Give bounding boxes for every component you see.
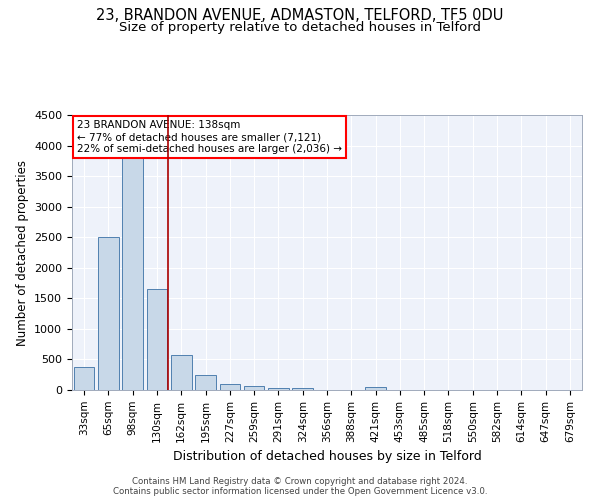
Bar bbox=[365, 386, 386, 390]
Bar bbox=[244, 386, 265, 390]
Y-axis label: Number of detached properties: Number of detached properties bbox=[16, 160, 29, 346]
Bar bbox=[220, 384, 240, 390]
Bar bbox=[292, 388, 313, 390]
Bar bbox=[74, 367, 94, 390]
Bar bbox=[195, 376, 216, 390]
Bar bbox=[146, 289, 167, 390]
Bar bbox=[98, 237, 119, 390]
Text: Size of property relative to detached houses in Telford: Size of property relative to detached ho… bbox=[119, 21, 481, 34]
Text: Contains HM Land Registry data © Crown copyright and database right 2024.
Contai: Contains HM Land Registry data © Crown c… bbox=[113, 476, 487, 496]
Bar bbox=[171, 355, 191, 390]
Bar bbox=[122, 158, 143, 390]
Text: 23, BRANDON AVENUE, ADMASTON, TELFORD, TF5 0DU: 23, BRANDON AVENUE, ADMASTON, TELFORD, T… bbox=[97, 8, 503, 22]
Bar bbox=[268, 388, 289, 390]
Text: 23 BRANDON AVENUE: 138sqm
← 77% of detached houses are smaller (7,121)
22% of se: 23 BRANDON AVENUE: 138sqm ← 77% of detac… bbox=[77, 120, 342, 154]
X-axis label: Distribution of detached houses by size in Telford: Distribution of detached houses by size … bbox=[173, 450, 481, 463]
